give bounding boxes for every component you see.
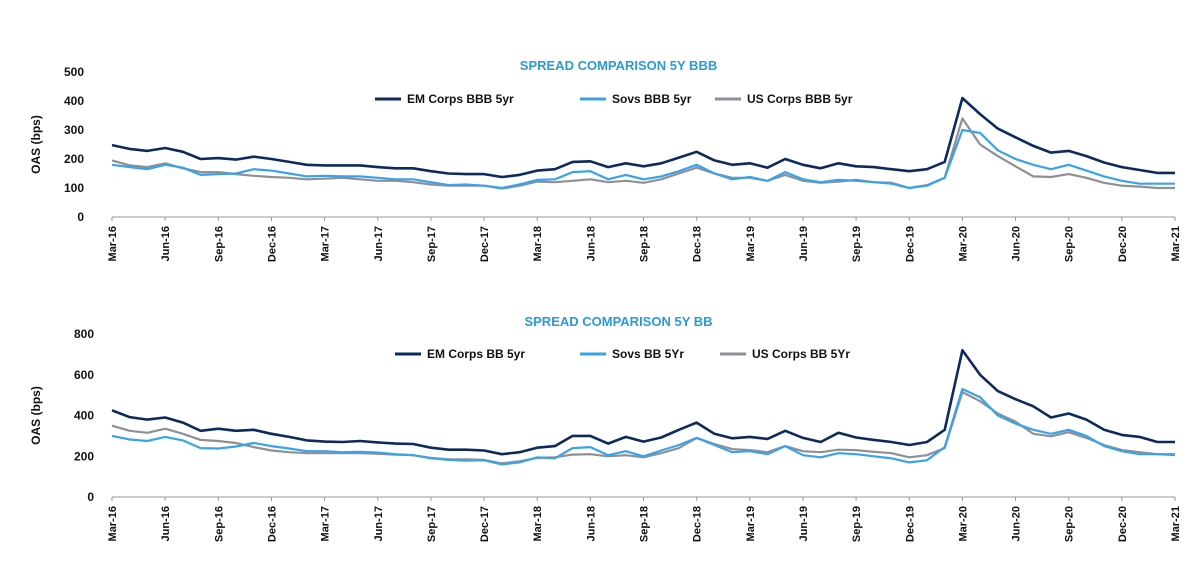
legend-label: US Corps BBB 5yr <box>747 92 853 106</box>
x-tick-label: Sep-19 <box>851 226 863 262</box>
y-tick-label: 800 <box>74 327 94 341</box>
x-tick-label: Sep-20 <box>1064 506 1076 542</box>
series-line-us <box>111 117 1175 190</box>
y-tick-label: 100 <box>64 181 84 195</box>
legend-entry-sovs: Sovs BB 5Yr <box>580 347 684 361</box>
legend-entry-sovs: Sovs BBB 5yr <box>580 92 692 106</box>
chart-title: SPREAD COMPARISON 5Y BBB <box>520 58 717 73</box>
y-tick-label: 200 <box>74 449 94 463</box>
series-line-em <box>111 96 1175 179</box>
x-tick-label: Mar-19 <box>745 506 757 541</box>
y-tick-label: 400 <box>74 409 94 423</box>
x-tick-label: Dec-18 <box>692 506 704 542</box>
legend-label: US Corps BB 5Yr <box>752 347 850 361</box>
y-tick-label: 200 <box>64 152 84 166</box>
x-tick-label: Mar-17 <box>320 226 332 261</box>
x-tick-label: Mar-19 <box>745 226 757 261</box>
x-tick-label: Sep-16 <box>213 506 225 542</box>
x-tick-label: Jun-16 <box>160 506 172 541</box>
legend-entry-us: US Corps BBB 5yr <box>715 92 853 106</box>
series-line-sovs <box>111 128 1175 190</box>
series-line-em <box>111 348 1175 456</box>
x-tick-label: Jun-16 <box>160 226 172 261</box>
legend-label: EM Corps BBB 5yr <box>407 92 514 106</box>
x-tick-label: Mar-17 <box>320 506 332 541</box>
x-tick-label: Dec-19 <box>904 506 916 542</box>
legend-entry-us: US Corps BB 5Yr <box>720 347 850 361</box>
x-tick-label: Dec-20 <box>1117 226 1129 262</box>
series-line-sovs <box>111 387 1175 466</box>
legend-label: EM Corps BB 5yr <box>427 347 525 361</box>
y-tick-label: 0 <box>77 210 84 224</box>
legend-entry-em: EM Corps BBB 5yr <box>375 92 514 106</box>
y-axis-label: OAS (bps) <box>29 386 43 445</box>
x-tick-label: Dec-19 <box>904 226 916 262</box>
x-tick-label: Dec-18 <box>692 226 704 262</box>
x-tick-label: Sep-20 <box>1064 226 1076 262</box>
x-tick-label: Dec-17 <box>479 506 491 542</box>
y-tick-label: 500 <box>64 65 84 79</box>
x-tick-label: Jun-20 <box>1011 226 1023 261</box>
y-axis-label: OAS (bps) <box>29 115 43 174</box>
x-tick-label: Mar-16 <box>107 226 119 261</box>
x-tick-label: Mar-16 <box>107 506 119 541</box>
x-tick-label: Mar-21 <box>1170 506 1182 541</box>
x-tick-label: Mar-21 <box>1170 226 1182 261</box>
x-tick-label: Sep-18 <box>639 506 651 542</box>
x-tick-label: Jun-17 <box>373 226 385 261</box>
x-tick-label: Jun-18 <box>585 226 597 261</box>
x-tick-label: Mar-18 <box>532 226 544 261</box>
x-tick-label: Dec-16 <box>266 506 278 542</box>
series-line-us <box>111 391 1176 465</box>
x-tick-label: Jun-19 <box>798 506 810 541</box>
y-tick-label: 600 <box>74 368 94 382</box>
legend-label: Sovs BBB 5yr <box>612 92 692 106</box>
x-tick-label: Sep-17 <box>426 226 438 262</box>
y-tick-label: 300 <box>64 123 84 137</box>
y-tick-label: 0 <box>87 490 94 504</box>
x-tick-label: Mar-18 <box>532 506 544 541</box>
legend-label: Sovs BB 5Yr <box>612 347 684 361</box>
x-tick-label: Dec-20 <box>1117 506 1129 542</box>
x-tick-label: Sep-17 <box>426 506 438 542</box>
x-tick-label: Jun-17 <box>373 506 385 541</box>
x-tick-label: Sep-18 <box>639 226 651 262</box>
x-tick-label: Jun-19 <box>798 226 810 261</box>
chart-title: SPREAD COMPARISON 5Y BB <box>524 314 712 329</box>
x-tick-label: Mar-20 <box>957 506 969 541</box>
x-tick-label: Dec-16 <box>266 226 278 262</box>
x-tick-label: Sep-19 <box>851 506 863 542</box>
legend-entry-em: EM Corps BB 5yr <box>395 347 525 361</box>
x-tick-label: Sep-16 <box>213 226 225 262</box>
x-tick-label: Jun-18 <box>585 506 597 541</box>
x-tick-label: Mar-20 <box>957 226 969 261</box>
chart-2: SPREAD COMPARISON 5Y BB OAS (bps) 0 200 400 6… <box>29 314 1182 542</box>
x-tick-label: Jun-20 <box>1011 506 1023 541</box>
y-tick-label: 400 <box>64 94 84 108</box>
x-tick-label: Dec-17 <box>479 226 491 262</box>
chart-1: SPREAD COMPARISON 5Y BBB OAS (bps) 0 100 200… <box>29 58 1182 262</box>
